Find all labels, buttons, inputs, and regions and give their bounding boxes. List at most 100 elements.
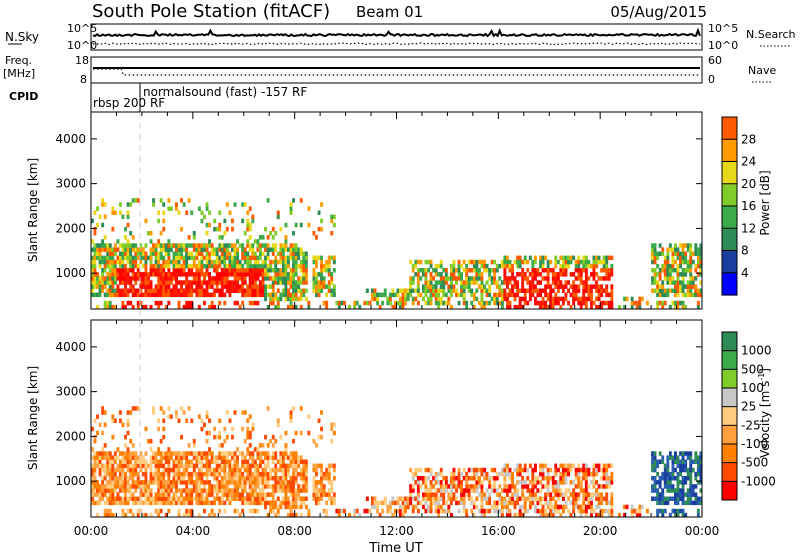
velocity-cell: [460, 492, 463, 497]
velocity-cell: [602, 496, 606, 501]
power-cell: [279, 272, 283, 277]
power-cell: [139, 259, 143, 265]
velocity-cell: [467, 496, 471, 501]
power-cell: [131, 304, 135, 310]
velocity-cell: [490, 484, 494, 489]
power-cell: [582, 255, 586, 261]
power-cell: [269, 247, 273, 252]
power-cell: [320, 284, 323, 289]
velocity-cell: [490, 504, 494, 510]
velocity-cell: [562, 508, 565, 514]
power-cell: [177, 304, 181, 310]
power-cell: [689, 255, 693, 261]
power-cell: [442, 276, 446, 281]
power-cell: [141, 280, 145, 285]
velocity-cell: [699, 455, 703, 460]
velocity-cell: [304, 480, 308, 485]
velocity-cell: [294, 459, 298, 464]
power-cell: [681, 284, 685, 289]
power-cell: [574, 292, 578, 298]
power-cell: [124, 235, 127, 240]
power-cell: [218, 235, 222, 240]
velocity-cell: [457, 484, 461, 489]
power-cell: [197, 268, 201, 273]
power-cell: [674, 268, 677, 273]
power-cell: [513, 280, 517, 285]
velocity-cell: [401, 504, 405, 510]
velocity-cell: [559, 476, 563, 481]
velocity-cell: [134, 406, 138, 411]
power-cell: [534, 300, 537, 306]
velocity-cell: [472, 488, 476, 493]
velocity-cell: [220, 467, 224, 473]
power-cell: [661, 304, 665, 310]
velocity-cell: [205, 459, 209, 464]
velocity-cell: [228, 467, 232, 473]
velocity-cell: [434, 471, 438, 477]
power-cell: [164, 263, 168, 269]
power-cell: [327, 284, 331, 289]
velocity-cell: [587, 471, 591, 477]
velocity-cell: [373, 500, 377, 506]
velocity-cell: [658, 484, 662, 489]
power-cell: [506, 304, 509, 310]
power-cell: [304, 255, 308, 261]
power-cell: [261, 259, 265, 265]
power-cell: [101, 239, 105, 244]
power-cell: [266, 255, 270, 261]
power-cell: [162, 210, 166, 215]
power-cell: [574, 296, 578, 302]
power-cell: [668, 272, 672, 277]
power-cell: [671, 280, 675, 285]
power-cell: [676, 280, 680, 285]
power-cell: [378, 292, 382, 298]
power-cell: [304, 259, 308, 265]
power-cell: [663, 272, 667, 277]
power-cell: [437, 280, 441, 285]
power-cell: [442, 268, 446, 273]
velocity-cell: [292, 467, 295, 473]
power-cell: [233, 300, 237, 306]
power-cell: [103, 300, 107, 306]
power-cell: [434, 288, 438, 293]
power-cell: [98, 263, 102, 269]
power-cell: [276, 304, 280, 310]
power-cell: [136, 304, 140, 310]
power-cell: [157, 218, 161, 224]
power-cell: [144, 288, 148, 293]
velocity-cell: [98, 455, 102, 460]
velocity-cell: [248, 455, 252, 460]
velocity-cell: [439, 496, 443, 501]
power-cell: [152, 268, 155, 273]
power-cell: [518, 296, 522, 302]
velocity-cell: [584, 512, 588, 518]
power-cell: [126, 239, 130, 244]
velocity-cell: [195, 480, 199, 485]
power-cell: [506, 259, 509, 265]
power-cell: [579, 268, 583, 273]
power-cell: [353, 304, 357, 310]
velocity-cell: [432, 500, 435, 506]
velocity-cell: [531, 476, 535, 481]
power-cell: [584, 288, 588, 293]
velocity-cell: [200, 488, 204, 493]
power-cell: [457, 276, 461, 281]
velocity-cell: [187, 512, 191, 518]
velocity-cell: [93, 484, 97, 489]
velocity-cell: [126, 455, 130, 460]
power-cell: [523, 255, 527, 261]
velocity-cell: [162, 455, 166, 460]
power-cell: [671, 255, 675, 261]
velocity-cell: [190, 492, 194, 497]
power-cell: [96, 292, 99, 298]
power-cell: [274, 243, 278, 248]
velocity-cell: [203, 471, 206, 477]
velocity-cell: [187, 463, 191, 469]
power-cell: [411, 263, 415, 269]
power-cell: [610, 288, 614, 293]
power-cell: [562, 263, 565, 269]
power-cell: [671, 263, 675, 269]
velocity-cell: [256, 508, 260, 514]
velocity-cell: [429, 484, 433, 489]
